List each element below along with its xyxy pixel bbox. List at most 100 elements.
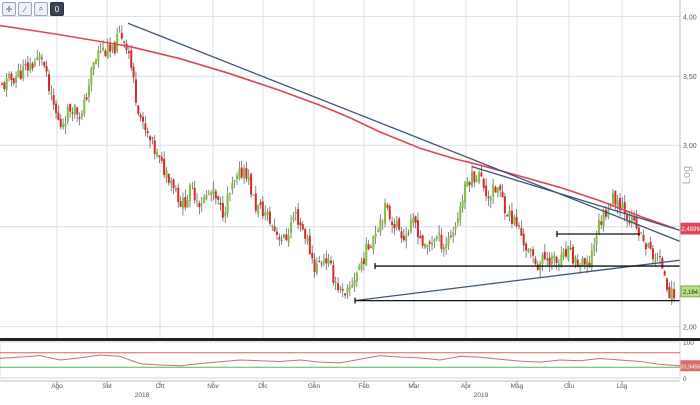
candle-body (76, 107, 79, 115)
candle-body (318, 261, 321, 263)
candle-body (670, 288, 673, 302)
candle-body (243, 168, 246, 179)
indicator-count-badge[interactable]: 0 (50, 2, 64, 16)
candle-body (189, 185, 191, 202)
osc-value-box (680, 360, 700, 372)
candle-body (116, 33, 119, 52)
candle-body (581, 258, 584, 267)
candle-body (614, 190, 617, 205)
candle-body (144, 123, 147, 131)
candle-body (513, 216, 516, 225)
y-tick-label: 2,00 (683, 325, 697, 332)
candle-body (520, 227, 523, 236)
candle-body (330, 260, 332, 264)
candle-body (572, 247, 575, 264)
candle-body (285, 234, 288, 241)
candle-body (600, 221, 603, 225)
candle-body (217, 196, 220, 200)
x-tick-label: Gen (308, 383, 321, 390)
candle-body (452, 232, 455, 237)
candle-body (499, 185, 502, 191)
candle-body (348, 286, 351, 290)
candle-body (398, 218, 401, 230)
candle-body (454, 226, 457, 230)
candle-body (322, 260, 325, 264)
candle-body (179, 201, 182, 207)
candle-body (191, 184, 194, 186)
candle-body (668, 286, 671, 299)
candle-body (10, 73, 13, 80)
candle-body (174, 188, 177, 190)
draw-tool-button[interactable]: ∕ (18, 2, 32, 16)
candle-body (536, 264, 539, 271)
candle-body (19, 70, 22, 80)
crosshair-tool-button[interactable]: ✛ (2, 2, 16, 16)
x-tick-label: Lug (617, 383, 628, 390)
candle-body (224, 212, 227, 216)
candle-body (273, 226, 276, 232)
candle-body (426, 244, 429, 248)
candle-body (172, 179, 175, 189)
candle-body (146, 131, 149, 134)
x-tick-label: Giu (564, 383, 575, 390)
candle-body (557, 263, 560, 267)
candle-body (290, 222, 293, 234)
candle-body (616, 200, 619, 207)
candle-body (351, 285, 354, 288)
candle-body (360, 261, 363, 270)
candle-body (583, 258, 586, 265)
candle-body (478, 172, 481, 182)
candle-body (130, 50, 133, 68)
candle-body (26, 62, 29, 71)
candle-body (468, 182, 471, 186)
candle-body (496, 187, 499, 194)
candle-body (109, 44, 112, 52)
candle-body (463, 183, 466, 203)
candle-body (546, 258, 549, 261)
candle-body (659, 256, 661, 258)
candle-body (149, 136, 152, 141)
candle-body (200, 204, 203, 206)
candle-body (433, 239, 436, 242)
trendline (471, 165, 681, 232)
candle-body (66, 107, 69, 122)
candle-body (221, 203, 224, 218)
osc-y-tick-label: 100 (683, 340, 694, 347)
year-label: 2019 (474, 392, 489, 399)
candle-body (33, 61, 36, 66)
zoom-tool-button[interactable]: ⌕ (34, 2, 48, 16)
oscillator-line (0, 354, 681, 367)
candle-body (623, 202, 626, 215)
candle-body (106, 44, 109, 58)
candle-body (212, 188, 215, 194)
candle-body (365, 243, 368, 266)
candle-body (590, 250, 593, 268)
candle-body (630, 214, 633, 224)
price-label-box (680, 285, 700, 298)
candle-body (384, 202, 387, 224)
candle-body (31, 63, 34, 69)
candle-body (447, 238, 450, 246)
candle-body (459, 206, 462, 221)
year-label: 2018 (135, 392, 150, 399)
candle-body (36, 57, 39, 61)
candle-body (207, 193, 210, 195)
x-tick-label: Mag (511, 383, 524, 390)
oscillator-panel (0, 341, 681, 379)
candle-body (240, 167, 243, 178)
candle-body (252, 194, 255, 196)
candle-body (45, 66, 48, 72)
candle-body (48, 74, 50, 92)
candle-body (139, 114, 142, 118)
candle-body (543, 251, 546, 260)
candle-body (466, 181, 469, 187)
candle-body (132, 66, 135, 78)
moving-average-line (0, 24, 676, 230)
candle-body (424, 244, 426, 248)
candle-body (381, 221, 384, 223)
candle-body (609, 206, 612, 208)
candle-body (275, 231, 278, 235)
candle-body (8, 73, 11, 78)
